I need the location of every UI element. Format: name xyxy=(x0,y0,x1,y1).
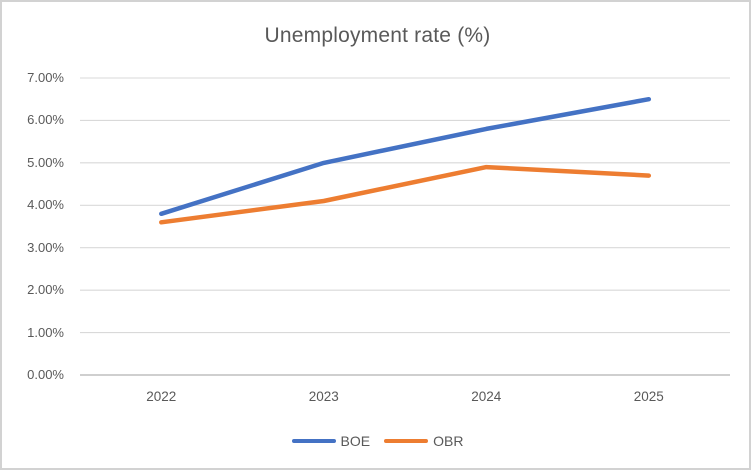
y-tick-label: 1.00% xyxy=(27,324,64,340)
series-line-boe xyxy=(159,96,652,217)
legend: BOE OBR xyxy=(2,433,749,449)
y-tick-label: 6.00% xyxy=(27,112,64,128)
x-tick-label: 2025 xyxy=(633,389,664,404)
legend-item-obr: OBR xyxy=(384,433,463,449)
legend-label: BOE xyxy=(340,433,371,449)
x-tick-label: 2023 xyxy=(308,389,339,404)
x-tick-label: 2022 xyxy=(146,389,177,404)
legend-line-swatch xyxy=(291,438,336,444)
y-tick-label: 4.00% xyxy=(27,197,64,213)
series-line-obr xyxy=(159,164,652,225)
y-tick-label: 0.00% xyxy=(27,367,64,382)
x-tick-label: 2024 xyxy=(471,389,502,404)
y-tick-label: 3.00% xyxy=(27,239,64,255)
legend-item-boe: BOE xyxy=(291,433,371,449)
y-tick-label: 7.00% xyxy=(27,70,64,85)
legend-label: OBR xyxy=(433,433,464,449)
y-tick-label: 5.00% xyxy=(27,154,64,170)
y-tick-label: 2.00% xyxy=(27,282,64,298)
legend-line-swatch xyxy=(384,438,429,444)
chart-title: Unemployment rate (%) xyxy=(264,24,491,47)
